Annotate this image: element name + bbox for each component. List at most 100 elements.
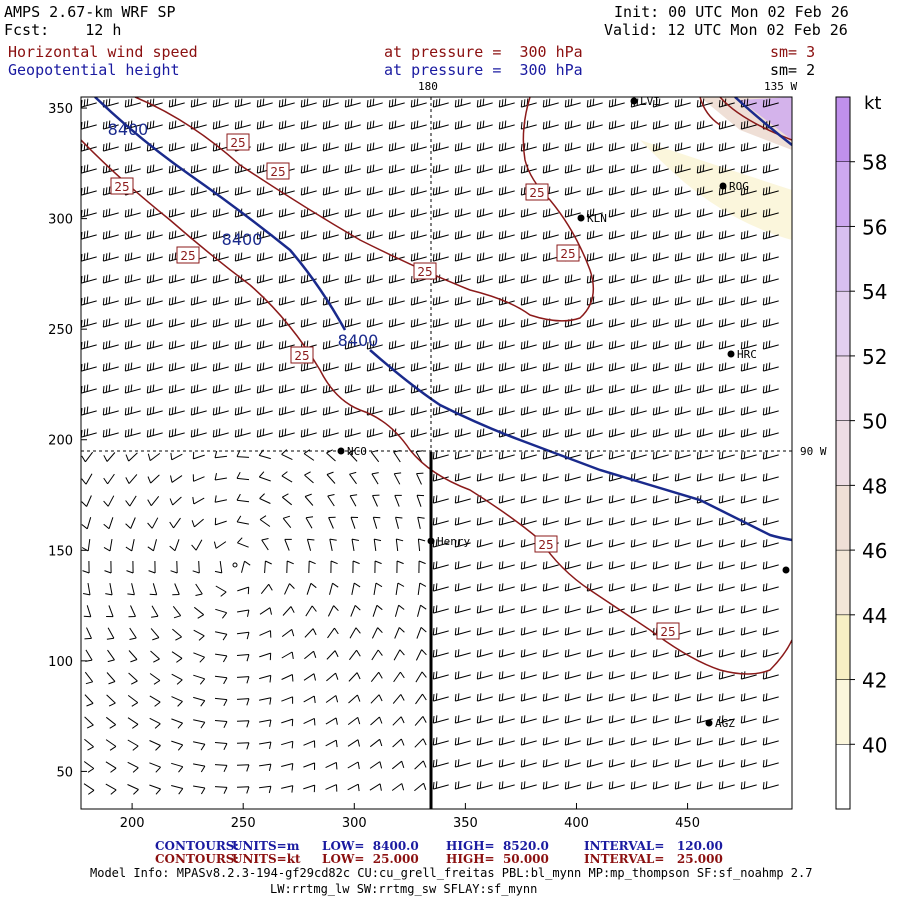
wind-barb	[740, 737, 757, 746]
wind-barb	[432, 605, 449, 614]
wind-barb	[630, 274, 647, 284]
wind-barb	[171, 696, 183, 707]
wind-barb	[304, 493, 314, 506]
wind-barb	[84, 738, 94, 751]
wind-barb	[520, 318, 537, 328]
wind-barb	[630, 495, 647, 504]
wind-barb	[674, 208, 691, 218]
wind-barb	[762, 98, 779, 108]
wind-barb	[652, 230, 669, 240]
wind-barb	[393, 472, 402, 485]
wind-barb	[454, 649, 471, 658]
wind-barb	[261, 538, 269, 551]
wind-barb	[366, 186, 383, 196]
wind-barb	[128, 672, 138, 685]
wind-barb	[608, 495, 625, 504]
wind-barb	[344, 164, 361, 174]
wind-barb	[212, 120, 229, 130]
wind-barb	[674, 252, 691, 262]
wind-barb	[256, 252, 273, 262]
wind-barb	[454, 759, 471, 768]
footer-speed-high: HIGH= 50.000	[446, 852, 549, 866]
contour-labels: 8400 8400 8400 25 25 25 25 25 25 25 25 25 25	[108, 120, 680, 640]
wind-barb	[124, 252, 141, 262]
wind-barb	[168, 208, 185, 218]
wind-barb	[718, 781, 735, 790]
wind-barb	[278, 428, 295, 438]
wind-barb	[542, 406, 559, 416]
wind-barb	[147, 453, 161, 461]
wind-barb	[300, 186, 317, 196]
wind-barb	[329, 538, 337, 551]
y-tick-label: 150	[48, 544, 73, 559]
wind-barb	[128, 650, 138, 663]
wind-barb	[520, 561, 537, 570]
wind-barb	[740, 781, 757, 790]
wind-barb	[81, 473, 93, 485]
wind-barb	[542, 362, 559, 372]
wind-barb	[630, 561, 647, 570]
x-tick-label: 350	[453, 816, 478, 831]
wind-barb	[256, 274, 273, 284]
wind-barb	[326, 471, 336, 484]
wind-barb	[102, 208, 119, 218]
wind-barb	[282, 515, 292, 529]
wind-barb	[305, 516, 314, 529]
wind-barb	[762, 693, 779, 702]
wind-barb	[81, 428, 97, 438]
wind-barb	[718, 561, 735, 570]
wind-barb	[281, 449, 293, 461]
wind-barb	[256, 362, 273, 372]
wind-barb	[278, 98, 295, 108]
wind-barb	[586, 737, 603, 746]
wind-barb	[170, 560, 178, 574]
wind-barb	[432, 517, 449, 526]
wind-barb	[125, 474, 138, 484]
colorbar-segment	[835, 485, 851, 551]
wind-barb	[762, 164, 779, 174]
wind-barb	[520, 120, 537, 130]
wind-barb	[652, 649, 669, 658]
wind-barb	[147, 495, 160, 507]
wind-barb	[630, 451, 647, 460]
wind-barb	[102, 164, 119, 174]
y-tick-label: 200	[48, 434, 73, 449]
wind-barb	[762, 406, 779, 416]
wind-barb	[696, 296, 713, 306]
wind-barb	[282, 606, 295, 616]
init-time: Init: 00 UTC Mon 02 Feb 26	[614, 3, 849, 21]
wind-barb	[300, 318, 317, 328]
wind-barb	[106, 627, 115, 640]
wind-barb	[608, 561, 625, 570]
wind-barb	[520, 274, 537, 284]
wind-barb	[454, 252, 471, 262]
wind-barb	[586, 318, 603, 328]
wind-barb	[564, 362, 581, 372]
wind-barb	[630, 605, 647, 614]
wind-barb	[454, 340, 471, 350]
wind-barb	[300, 428, 317, 438]
speed-label-box	[290, 346, 314, 364]
wind-barb	[234, 98, 251, 108]
wind-barb	[432, 583, 449, 592]
wind-barb	[630, 539, 647, 548]
wind-barb	[432, 340, 449, 350]
wind-barb	[718, 517, 735, 526]
wind-barb	[696, 693, 713, 702]
wind-barb	[740, 428, 757, 438]
wind-barb	[454, 605, 471, 614]
wind-barb	[259, 493, 271, 504]
wind-barb	[286, 560, 294, 574]
wind-barb	[520, 737, 537, 746]
wind-barb	[652, 406, 669, 416]
wind-barb	[192, 474, 205, 482]
wind-barb	[740, 495, 757, 504]
height-contour-label: 8400	[338, 331, 379, 350]
speed-contour	[81, 139, 792, 675]
wind-barb	[124, 98, 141, 108]
wind-barb	[674, 98, 691, 108]
colorbar-label: 52	[862, 345, 887, 369]
colorbar-segment	[835, 744, 851, 810]
wind-barb	[740, 384, 757, 394]
wind-barb	[696, 252, 713, 262]
